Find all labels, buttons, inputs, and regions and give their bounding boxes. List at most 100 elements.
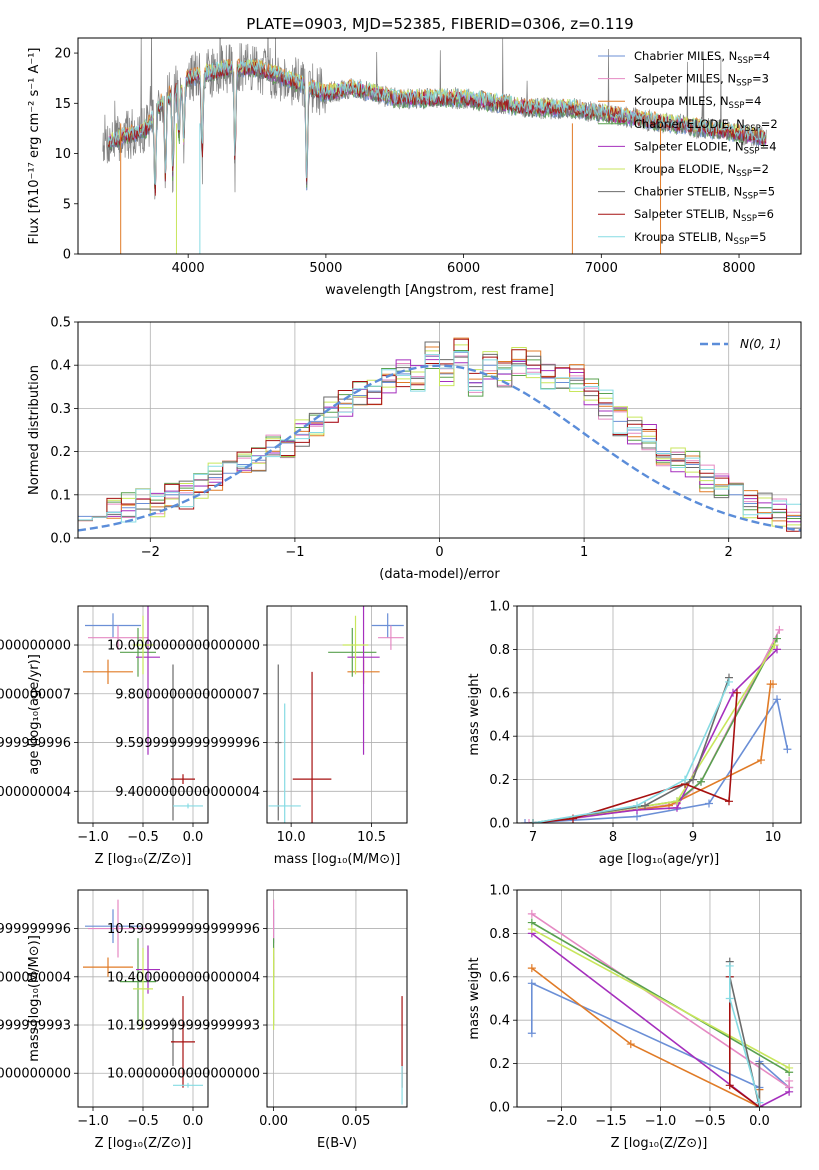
x-tick-label: −0.5 — [127, 830, 159, 845]
y-tick-label: 0 — [63, 248, 71, 263]
panel-residuals: −2 −1 0 1 2 0.0 0.1 0.2 0.3 0.4 0.5 (data-model)/er… — [27, 316, 802, 582]
x-tick-label: −1 — [285, 545, 304, 560]
x-tick-label: −2.0 — [546, 1114, 578, 1129]
legend-entry-tail: =2 — [761, 117, 778, 131]
legend-entry: Chabrier ELODIE, NSSP=2 — [634, 117, 778, 134]
x-tick-label: −1.0 — [77, 830, 109, 845]
plot-area — [527, 909, 794, 1107]
spectrum-model-line — [107, 58, 767, 185]
y-axis-label: mass [log₁₀(M/M⊙)] — [27, 935, 42, 1062]
point-marker — [689, 775, 697, 784]
y-tick-label: 9.4000000000000004 — [0, 785, 71, 800]
histogram-step — [78, 341, 801, 529]
x-tick-label: 9 — [689, 830, 697, 845]
y-tick-label: 0.4 — [489, 1014, 510, 1029]
point-marker — [705, 799, 713, 808]
x-axis-label: mass [log₁₀(M/M⊙)] — [274, 852, 401, 867]
axes-frame — [266, 889, 408, 1108]
legend-entry-main: Chabrier STELIB, N — [634, 185, 742, 199]
legend-entry: Kroupa MILES, NSSP=4 — [634, 94, 761, 111]
y-tick-label: 10.1999999999999993 — [0, 1019, 71, 1034]
point-marker — [633, 801, 641, 810]
legend-entry-sub: SSP — [744, 146, 760, 156]
x-tick-label: −1.5 — [595, 1114, 627, 1129]
x-axis-label: age [log₁₀(age/yr)] — [599, 852, 720, 867]
point-marker — [773, 695, 781, 704]
legend-entry-tail: =4 — [753, 49, 770, 63]
y-tick-label: 9.4000000000000004 — [115, 785, 260, 800]
y-tick-label: 10.4000000000000004 — [0, 970, 71, 985]
gaussian-curve — [78, 364, 801, 532]
y-axis-label: age [log₁₀(age/yr)] — [27, 654, 42, 775]
point-marker — [521, 819, 529, 823]
legend-entry: Salpeter ELODIE, NSSP=4 — [634, 139, 777, 156]
legend-entry-main: Salpeter STELIB, N — [634, 207, 741, 221]
cumulative-line — [531, 928, 790, 1069]
x-tick-label: −2 — [141, 545, 160, 560]
y-tick-label: 0.2 — [489, 773, 510, 788]
axes-frame — [77, 605, 209, 824]
legend-entry-sub: SSP — [736, 79, 752, 89]
x-tick-label: 0.0 — [183, 830, 204, 845]
y-tick-label: 5 — [63, 197, 71, 212]
point-marker — [626, 1040, 635, 1049]
point-marker — [681, 775, 689, 784]
x-tick-label: 4000 — [172, 261, 205, 276]
y-axis-label: Normed distribution — [27, 365, 42, 495]
point-marker — [770, 641, 779, 650]
legend-entry-tail: =6 — [757, 207, 774, 221]
point-marker — [527, 1029, 536, 1038]
cumulative-line — [532, 681, 730, 823]
point-marker — [527, 964, 536, 973]
legend-entry: Salpeter STELIB, NSSP=6 — [634, 207, 774, 224]
y-tick-label: 10 — [54, 147, 71, 162]
y-tick-label: 0.0 — [489, 1101, 510, 1116]
point-marker — [725, 677, 733, 686]
point-marker — [673, 797, 681, 806]
legend-entry-sub: SSP — [737, 56, 753, 66]
y-tick-label: 1.0 — [489, 600, 510, 615]
x-axis-label: E(B-V) — [317, 1136, 357, 1151]
axes-frame — [77, 321, 802, 539]
panel-age-vs-mass: 10.0 10.5 9.4000000000000004 9.599999999999… — [107, 605, 408, 867]
legend-entry-tail: =5 — [758, 185, 775, 199]
plot-area — [272, 899, 403, 1105]
y-tick-label: 0.4 — [50, 359, 71, 374]
point-marker — [527, 909, 536, 918]
point-marker — [773, 645, 781, 654]
legend-entry-main: Chabrier MILES, N — [634, 49, 737, 63]
point-marker — [525, 819, 533, 823]
panel-cumulative-mass-vs-age: 7 8 9 10 0.0 0.2 0.4 0.6 0.8 1.0 age [log₁₀(age/yr… — [467, 600, 802, 867]
y-tick-label: 10.0000000000000000 — [107, 639, 260, 654]
y-axis-label: mass weight — [467, 673, 482, 755]
x-tick-label: 8 — [609, 830, 617, 845]
point-marker — [725, 994, 734, 1003]
x-tick-label: 7 — [529, 830, 537, 845]
legend-entry-tail: =4 — [760, 139, 777, 153]
point-marker — [527, 925, 536, 934]
x-tick-label: 8000 — [722, 261, 755, 276]
x-tick-label: 2 — [725, 545, 733, 560]
y-tick-label: 9.8000000000000007 — [0, 687, 71, 702]
y-tick-label: 10.0000000000000000 — [0, 639, 71, 654]
point-marker — [529, 819, 537, 823]
legend-entry-main: Kroupa ELODIE, N — [634, 162, 736, 176]
y-tick-label: 0.8 — [489, 643, 510, 658]
panel-cumulative-mass-vs-Z: −2.0 −1.5 −1.0 −0.5 0.0 0.0 0.2 0.4 0.6 0.8 1.0 Z [… — [467, 884, 802, 1151]
y-tick-label: 0.6 — [489, 686, 510, 701]
y-tick-label: 0.4 — [489, 730, 510, 745]
point-marker — [775, 625, 784, 634]
legend-entry: Chabrier STELIB, NSSP=5 — [634, 185, 775, 202]
x-axis-label: Z [log₁₀(Z/Z⊙)] — [611, 1136, 708, 1151]
legend-entry: Kroupa STELIB, NSSP=5 — [634, 230, 766, 247]
y-tick-label: 9.8000000000000007 — [115, 687, 260, 702]
cumulative-line — [531, 932, 790, 1107]
legend-entry: N(0, 1) — [740, 337, 781, 351]
y-tick-label: 0.6 — [489, 970, 510, 985]
legend-entry-main: Salpeter MILES, N — [634, 72, 736, 86]
x-tick-label: 7000 — [585, 261, 618, 276]
legend-entry-main: Chabrier ELODIE, N — [634, 117, 745, 131]
point-marker — [527, 979, 536, 988]
